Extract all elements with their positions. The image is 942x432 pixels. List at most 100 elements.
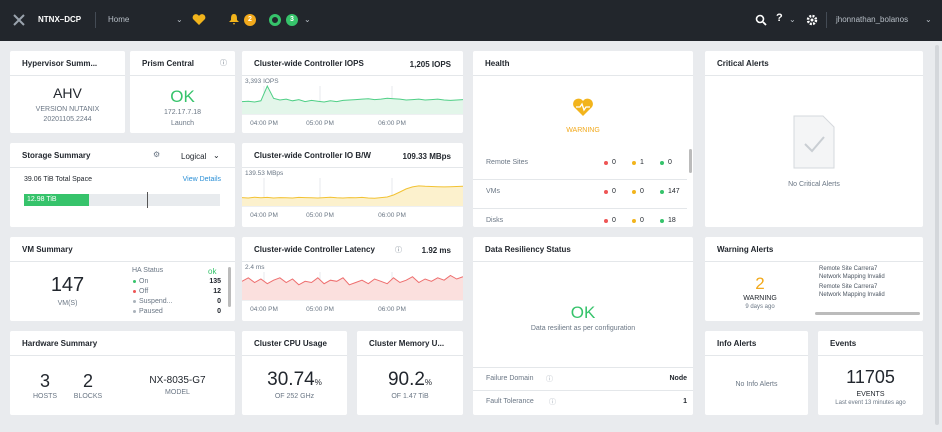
chevron[interactable]: ⌄ [213, 151, 220, 160]
task-icon[interactable] [269, 14, 281, 26]
chevron[interactable]: ⌄ [789, 15, 796, 24]
divider [826, 12, 827, 28]
alert-issue[interactable]: Network Mapping Invalid [819, 274, 885, 280]
settings-icon[interactable] [806, 14, 818, 26]
help-icon[interactable]: ? [776, 12, 783, 24]
used-label: 12.98 TiB [27, 196, 57, 203]
view-menu[interactable]: Home [108, 15, 130, 24]
iops-widget[interactable]: Cluster-wide Controller IOPS 1,205 IOPS … [242, 51, 463, 133]
alert-site[interactable]: Remote Site Carrera7 [819, 266, 878, 272]
chevron[interactable]: ⌄ [304, 15, 311, 24]
view-details[interactable]: View Details [182, 176, 221, 183]
widget-title: Cluster-wide Controller IO B/W [242, 143, 463, 168]
sparkline-area [242, 185, 463, 206]
bell-icon[interactable] [229, 13, 239, 25]
launch-link[interactable]: Launch [171, 120, 194, 127]
model-label: MODEL [165, 389, 190, 396]
task-badge[interactable]: 3 [286, 14, 298, 26]
warning-label: WARNING [743, 295, 777, 302]
mode-dropdown[interactable]: Logical [181, 152, 207, 161]
sparkline-line [242, 274, 463, 286]
hardware-widget[interactable]: Hardware Summary 3 HOSTS 2 BLOCKS NX-803… [10, 331, 235, 415]
info-icon: ⓘ [220, 60, 227, 67]
status-count: 18 [668, 217, 676, 224]
vm-summary-widget[interactable]: VM Summary 147 VM(S) HA Status ok On 135 O… [10, 237, 235, 321]
search-icon[interactable] [755, 14, 767, 26]
ha-status: ok [208, 267, 217, 276]
model: NX-8035-G7 [149, 375, 206, 386]
current-value: 109.33 MBps [402, 152, 451, 161]
cpu-value: 30.74% [242, 369, 347, 391]
chevron[interactable]: ⌄ [925, 15, 932, 24]
hypervisor-name: AHV [53, 85, 82, 101]
memory-widget[interactable]: Cluster Memory U... 90.2% OF 1.47 TiB [357, 331, 463, 415]
prism-central-widget[interactable]: Prism Central ⓘ OK 172.17.7.18 Launch [130, 51, 235, 133]
event-count: 11705 [846, 367, 895, 387]
critical-alerts-widget[interactable]: Critical Alerts No Critical Alerts [705, 51, 923, 227]
state-count: 0 [217, 298, 221, 305]
status-dot [660, 161, 664, 165]
info-icon: ⓘ [395, 247, 402, 254]
sparkline-line [242, 185, 463, 199]
user-menu[interactable]: jhonnathan_bolanos [836, 15, 909, 24]
x-tick-label: 05:00 PM [306, 212, 334, 219]
row-value: Node [669, 375, 688, 382]
warning-alerts-widget[interactable]: Warning Alerts 2 WARNING 9 days ago Remo… [705, 237, 923, 321]
events-widget[interactable]: Events 11705 EVENTS Last event 13 minute… [818, 331, 923, 415]
chevron[interactable]: ⌄ [176, 15, 183, 24]
state-count: 12 [213, 288, 221, 295]
bw-widget[interactable]: Cluster-wide Controller IO B/W 109.33 MB… [242, 143, 463, 227]
cpu-widget[interactable]: Cluster CPU Usage 30.74% OF 252 GHz [242, 331, 347, 415]
events-label: EVENTS [856, 391, 885, 398]
storage-widget[interactable]: Storage Summary ⚙ Logical ⌄ 39.06 TiB To… [10, 143, 235, 227]
warning-ago: 9 days ago [745, 304, 775, 310]
row-divider [473, 390, 693, 391]
row-name: VMs [486, 188, 500, 195]
widget-title: Cluster CPU Usage [242, 331, 347, 356]
page-scrollbar[interactable] [935, 45, 939, 425]
alert-issue[interactable]: Network Mapping Invalid [819, 292, 885, 298]
widget-title: Hypervisor Summ... [10, 51, 125, 76]
cpu-capacity: OF 252 GHz [274, 393, 315, 400]
health-widget[interactable]: Health WARNING Remote Sites 0 1 0 VMs 0 0 147 Di… [473, 51, 693, 227]
alert-site[interactable]: Remote Site Carrera7 [819, 284, 878, 290]
prism-ip: 172.17.7.18 [164, 109, 201, 116]
x-tick-label: 06:00 PM [378, 120, 406, 127]
state-dot [133, 310, 136, 313]
status-count: 0 [612, 188, 616, 195]
widget-title: Data Resiliency Status [473, 237, 693, 262]
widget-title: Warning Alerts [705, 237, 923, 262]
scrollbar[interactable] [689, 149, 692, 173]
status-dot [604, 219, 608, 223]
widget-title: Cluster-wide Controller Latency [242, 237, 463, 262]
warning-count: 2 [755, 274, 765, 293]
brand[interactable]: NTNX–DCP [38, 15, 82, 24]
widget-title: Health [473, 51, 693, 76]
state-count: 135 [209, 278, 221, 285]
memory-capacity: OF 1.47 TiB [391, 393, 429, 400]
sparkline: 04:00 PM 05:00 PM 06:00 PM 2.4 ms [242, 264, 463, 313]
current-value: 1,205 IOPS [409, 60, 451, 69]
scrollbar[interactable] [815, 312, 920, 315]
settings-icon[interactable]: ⚙ [153, 150, 161, 159]
sparkline: 04:00 PM 05:00 PM 06:00 PM 139.53 MBps [242, 170, 463, 219]
empty-text: No Info Alerts [735, 381, 778, 388]
status-count: 1 [640, 159, 644, 166]
logo[interactable] [13, 14, 25, 26]
widget-title: Events [818, 331, 923, 356]
alert-badge[interactable]: 2 [244, 14, 256, 26]
cpu-number: 30.74 [267, 369, 315, 390]
data-resiliency-widget[interactable]: Data Resiliency Status OK Data resilient… [473, 237, 693, 415]
scrollbar[interactable] [228, 267, 231, 307]
status-dot [632, 161, 636, 165]
info-alerts-widget[interactable]: Info Alerts No Info Alerts [705, 331, 808, 415]
health-status: WARNING [566, 127, 600, 134]
hypervisor-build: 20201105.2244 [43, 116, 92, 123]
hypervisor-widget[interactable]: Hypervisor Summ... AHV VERSION NUTANIX 2… [10, 51, 125, 133]
row-label: Failure Domain [486, 375, 534, 382]
status-count: 147 [668, 188, 680, 195]
divider [95, 12, 96, 28]
memory-number: 90.2 [387, 369, 425, 390]
latency-widget[interactable]: Cluster-wide Controller Latency ⓘ 1.92 m… [242, 237, 463, 321]
health-icon[interactable] [192, 13, 206, 26]
